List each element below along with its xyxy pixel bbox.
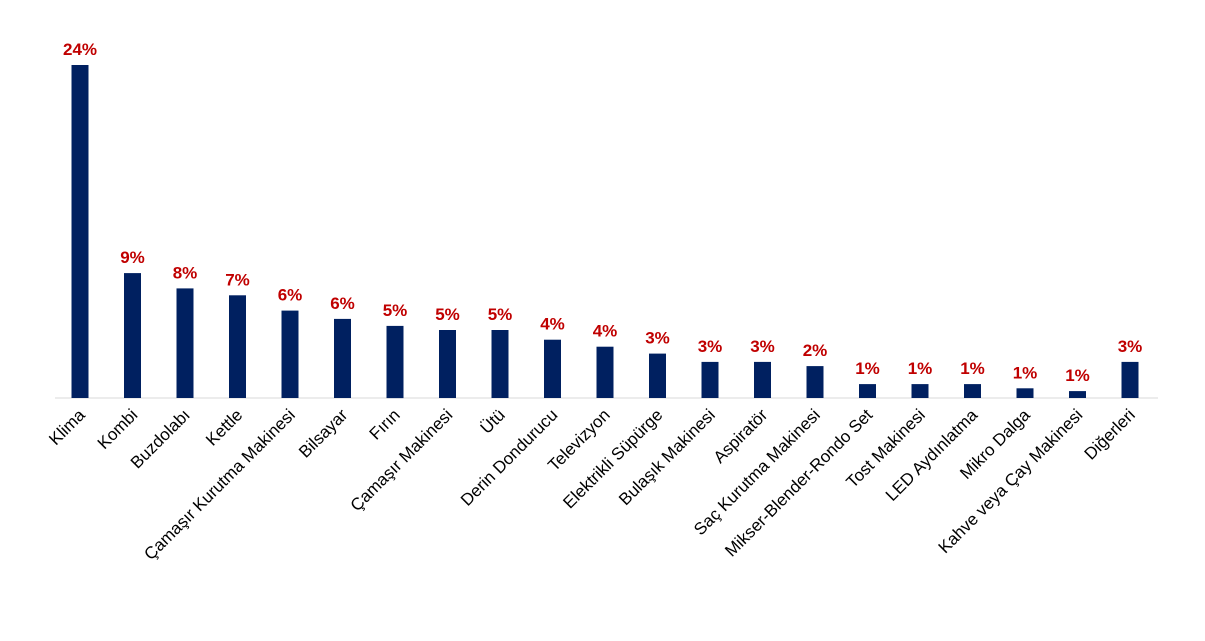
value-label-3: 7%	[225, 270, 250, 289]
category-label-3: Kettle	[202, 405, 246, 449]
value-label-10: 4%	[593, 322, 618, 341]
bar-7	[439, 330, 456, 398]
value-label-4: 6%	[278, 286, 303, 305]
value-label-14: 2%	[803, 341, 828, 360]
bar-18	[1016, 388, 1034, 398]
bar-6	[386, 325, 404, 399]
bar-14	[806, 366, 824, 398]
category-label-8: Ütü	[477, 405, 509, 437]
value-label-7: 5%	[435, 305, 460, 324]
value-label-18: 1%	[1013, 363, 1038, 382]
category-label-7: Çamaşır Makinesi	[347, 405, 457, 515]
bar-5	[334, 318, 351, 398]
bar-9	[544, 339, 561, 398]
value-label-15: 1%	[855, 359, 880, 378]
bar-13	[754, 361, 771, 398]
bar-3	[229, 295, 246, 398]
value-label-17: 1%	[960, 359, 985, 378]
category-label-11: Elektrikli Süpürge	[559, 405, 666, 512]
bars-group	[71, 65, 1139, 399]
value-label-6: 5%	[383, 301, 408, 320]
value-label-20: 3%	[1118, 337, 1143, 356]
category-label-6: Fırın	[366, 405, 404, 443]
bar-8	[491, 330, 509, 398]
value-labels-group: 24% 9% 8% 7% 6% 6% 5% 5% 5% 4% 4% 3% 3% 3% 2% 1% 1% 1% 1% 1…	[63, 40, 1142, 385]
bar-15	[859, 384, 876, 398]
category-label-9: Derin Dondurucu	[457, 405, 561, 509]
value-label-8: 5%	[488, 305, 513, 324]
value-label-13: 3%	[750, 337, 775, 356]
bar-20	[1121, 361, 1139, 398]
bar-4	[281, 310, 299, 398]
value-label-5: 6%	[330, 294, 355, 313]
value-label-0: 24%	[63, 40, 97, 59]
category-label-12: Bulaşık Makinesi	[615, 405, 719, 509]
value-label-9: 4%	[540, 315, 565, 334]
bar-19	[1069, 391, 1086, 398]
value-label-19: 1%	[1065, 366, 1090, 385]
bar-16	[911, 384, 929, 398]
category-label-0: Klima	[45, 405, 89, 449]
value-label-16: 1%	[908, 359, 933, 378]
category-label-20: Diğerleri	[1081, 405, 1139, 463]
category-label-1: Kombi	[94, 405, 142, 453]
bar-1	[124, 273, 141, 398]
value-label-12: 3%	[698, 337, 723, 356]
value-label-11: 3%	[645, 329, 670, 348]
bar-0	[71, 65, 89, 398]
bar-11	[649, 353, 666, 398]
category-label-17: LED Aydınlatma	[882, 405, 982, 505]
bar-10	[596, 346, 614, 398]
bar-2	[176, 288, 194, 398]
bar-17	[964, 384, 981, 398]
bar-12	[701, 361, 719, 398]
category-label-5: Bilsayar	[295, 405, 351, 461]
value-label-2: 8%	[173, 263, 198, 282]
value-label-1: 9%	[120, 248, 145, 267]
